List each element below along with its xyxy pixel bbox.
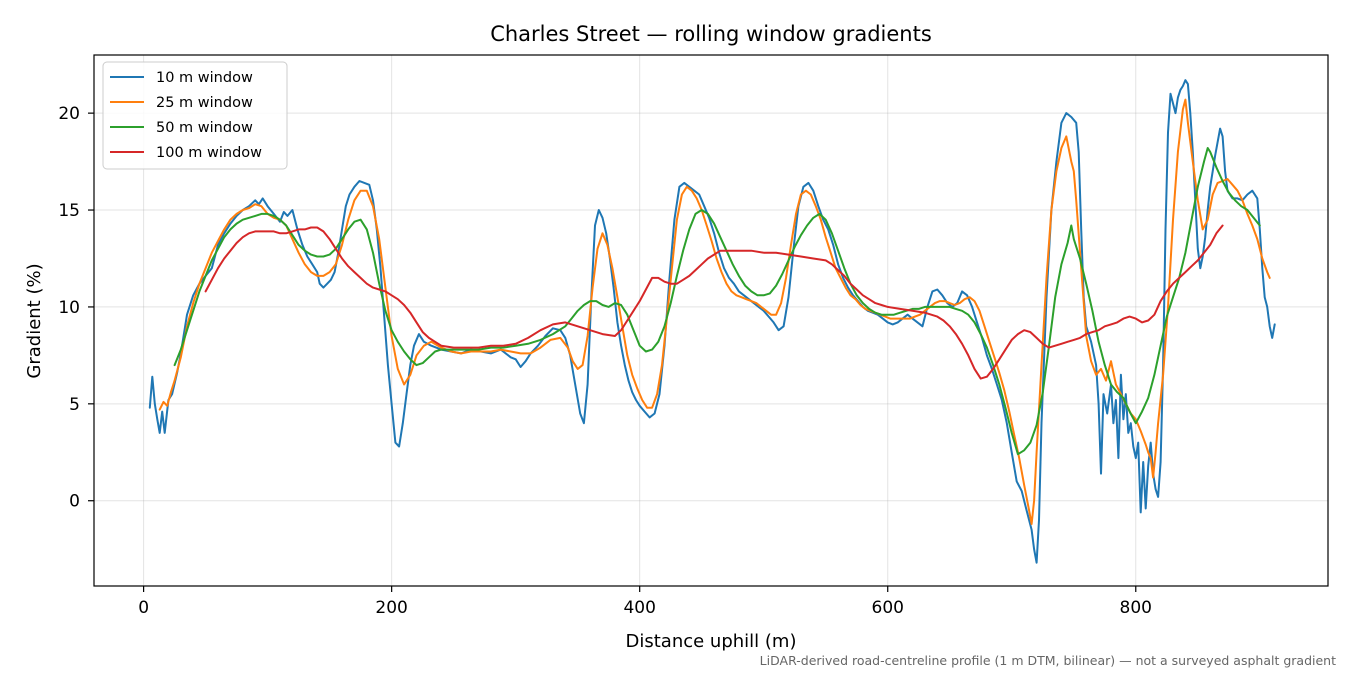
legend-box: [102, 61, 288, 170]
series-line-100-m-window: [204, 224, 1224, 380]
x-tick-label: 200: [375, 598, 407, 618]
legend-label-10-m-window: 10 m window: [156, 70, 253, 86]
y-tick-label: 20: [58, 104, 80, 124]
x-tick-label: 400: [623, 598, 655, 618]
chart-title: Charles Street — rolling window gradient…: [490, 22, 932, 46]
y-axis-label: Gradient (%): [24, 263, 45, 378]
series-layer: [148, 79, 1276, 564]
x-tick-label: 600: [872, 598, 904, 618]
x-tick-label: 0: [138, 598, 149, 618]
series-line-50-m-window: [173, 147, 1261, 456]
y-tick-label: 0: [69, 492, 80, 512]
y-tick-label: 10: [58, 298, 80, 318]
x-axis-label: Distance uphill (m): [626, 631, 797, 652]
legend-label-50-m-window: 50 m window: [156, 120, 253, 136]
tick-layer: 0 200 400 600 800 0 5 10 15 20: [58, 104, 1152, 618]
legend-label-100-m-window: 100 m window: [156, 145, 262, 161]
plot-frame: [93, 54, 1329, 587]
legend-label-25-m-window: 25 m window: [156, 95, 253, 111]
y-tick-label: 5: [69, 395, 80, 415]
x-tick-label: 800: [1120, 598, 1152, 618]
footnote: LiDAR-derived road-centreline profile (1…: [760, 653, 1336, 668]
y-tick-label: 15: [58, 201, 80, 221]
legend: 10 m window 25 m window 50 m window 100 m w…: [102, 61, 288, 170]
